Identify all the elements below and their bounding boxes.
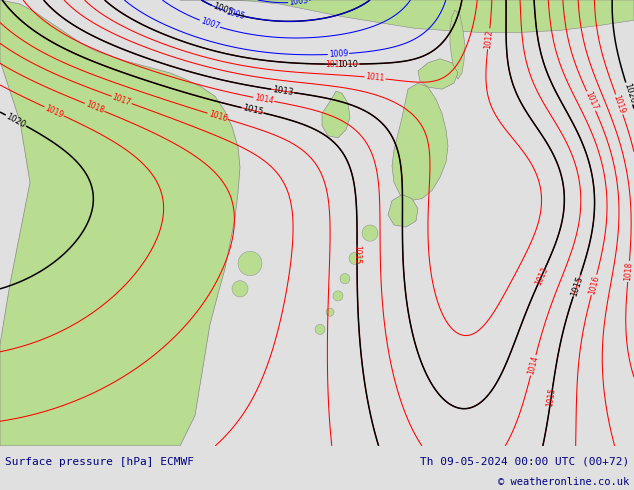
Text: 1017: 1017 [111,93,132,107]
Text: 1020: 1020 [622,82,634,105]
Text: 1009: 1009 [328,49,348,59]
Text: Surface pressure [hPa] ECMWF: Surface pressure [hPa] ECMWF [5,457,194,466]
Text: 1005: 1005 [211,2,234,18]
Text: 1010: 1010 [326,60,345,69]
Text: 1007: 1007 [199,17,221,31]
Text: 1017: 1017 [583,90,599,112]
Circle shape [349,252,361,265]
Text: 1010: 1010 [337,60,358,69]
Text: 1016: 1016 [587,274,601,295]
Text: 1013: 1013 [271,85,294,97]
Polygon shape [388,195,418,227]
Text: 1019: 1019 [43,103,65,120]
Text: 1015: 1015 [353,245,361,265]
Polygon shape [450,10,465,79]
Text: © weatheronline.co.uk: © weatheronline.co.uk [498,477,629,487]
Circle shape [340,273,350,284]
Text: 1014: 1014 [526,355,540,376]
Circle shape [326,308,334,316]
Circle shape [315,324,325,334]
Text: 1015: 1015 [242,103,264,117]
Text: 1018: 1018 [84,99,105,115]
Circle shape [238,251,262,276]
Text: 1020: 1020 [4,112,27,129]
Text: 1015: 1015 [545,387,557,407]
Circle shape [333,291,343,301]
Text: 1011: 1011 [365,73,385,83]
Polygon shape [418,59,458,89]
Text: 1003: 1003 [288,0,309,7]
Polygon shape [322,91,350,138]
Text: 1019: 1019 [612,94,627,115]
Circle shape [232,281,248,297]
Text: 1012: 1012 [483,29,494,49]
Text: 1013: 1013 [534,265,550,287]
Text: 1005: 1005 [224,7,246,21]
Text: 1015: 1015 [569,274,585,297]
Polygon shape [180,0,634,32]
Circle shape [362,225,378,241]
Polygon shape [0,0,240,446]
Text: 1016: 1016 [207,109,228,123]
Text: Th 09-05-2024 00:00 UTC (00+72): Th 09-05-2024 00:00 UTC (00+72) [420,457,629,466]
Polygon shape [392,83,448,201]
Text: 1014: 1014 [254,93,274,106]
Text: 1018: 1018 [623,262,634,281]
